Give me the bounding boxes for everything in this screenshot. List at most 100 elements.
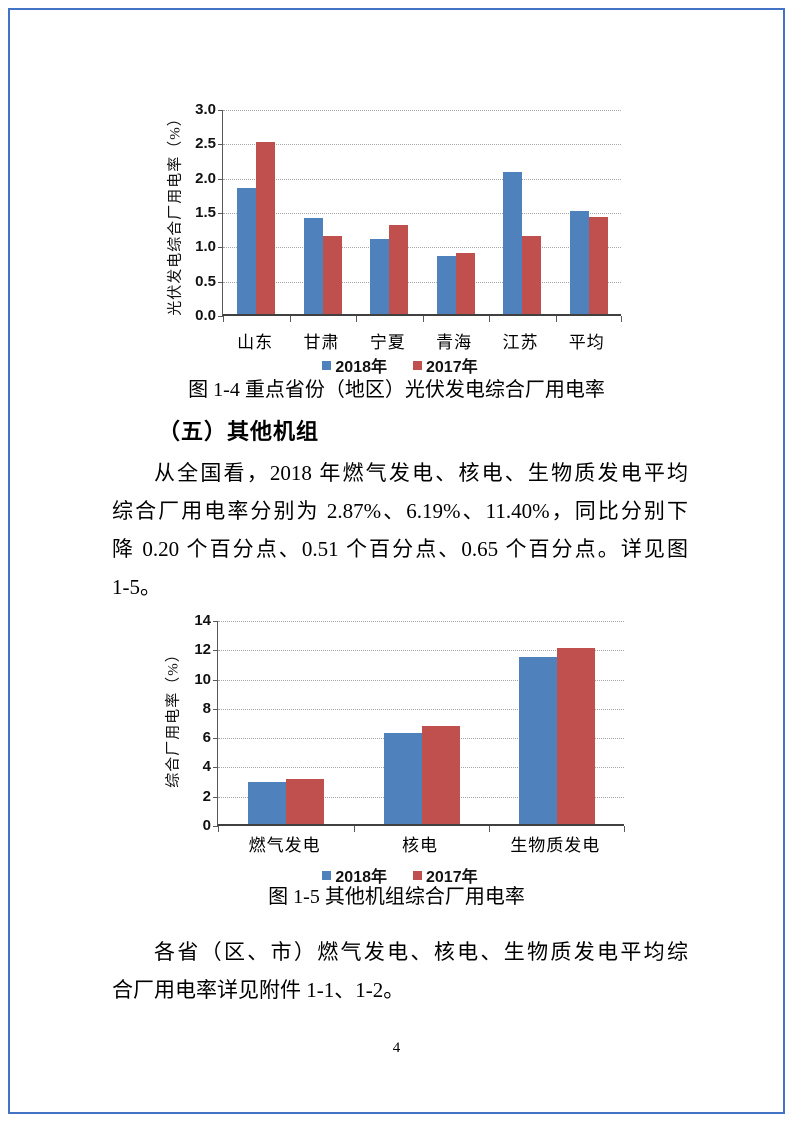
paragraph-national-overview: 从全国看，2018 年燃气发电、核电、生物质发电平均 综合厂用电率分别为 2.8… <box>112 454 688 606</box>
y-axis-tick-mark <box>213 826 218 827</box>
figure-1-5-chart: 综合厂用电率（%） 0 2 4 6 8 10 12 14 燃气发电 核电 生物质发电 2018年 2… <box>150 610 650 900</box>
x-axis-tick-mark <box>555 316 557 322</box>
bar-2018年-生物质发电 <box>519 657 558 824</box>
section-heading: （五）其他机组 <box>158 419 320 444</box>
x-axis-tick-mark <box>422 316 424 322</box>
x-axis-tick-mark <box>624 826 625 832</box>
bar-2018年-江苏 <box>503 171 523 314</box>
bar-2018年-宁夏 <box>370 239 390 314</box>
x-axis-tick-mark <box>223 316 224 322</box>
chart1-legend: 2018年 2017年 <box>150 353 650 377</box>
bar-2018年-燃气发电 <box>247 781 286 824</box>
x-category-label: 青海 <box>436 333 473 352</box>
y-tick-label: 3.0 <box>195 101 216 118</box>
x-category-label: 山东 <box>237 333 274 352</box>
y-tick-label: 0.0 <box>195 307 216 324</box>
gridline <box>223 110 621 111</box>
y-axis-tick-mark <box>213 679 218 681</box>
y-tick-label: 6 <box>202 729 211 747</box>
y-tick-label: 2.0 <box>195 169 216 187</box>
chart1-plot-area <box>218 110 622 322</box>
y-axis-tick-mark <box>218 144 223 146</box>
x-axis-tick-mark <box>218 826 219 832</box>
bar-2017年-平均 <box>588 216 608 314</box>
y-axis-tick-mark <box>213 796 218 798</box>
paragraph-line: 合厂用电率详见附件 1-1、1-2。 <box>112 978 405 1002</box>
legend-label: 2018年 <box>335 359 387 376</box>
x-category-label: 生物质发电 <box>510 836 601 855</box>
bar-2017年-江苏 <box>522 235 542 314</box>
y-tick-label: 2.5 <box>195 135 216 153</box>
bar-2018年-甘肃 <box>303 217 323 314</box>
x-axis-tick-mark <box>621 316 622 322</box>
y-tick-label: 1.0 <box>195 238 216 256</box>
chart1-y-axis-ticks: 0.0 0.5 1.0 1.5 2.0 2.5 3.0 <box>170 101 216 324</box>
legend-entry-2018年: 2018年 <box>322 863 387 887</box>
x-axis-tick-mark <box>489 316 490 322</box>
y-tick-label: 14 <box>194 612 211 629</box>
x-axis-tick-mark <box>353 826 355 832</box>
y-tick-label: 12 <box>194 641 211 659</box>
legend-label: 2017年 <box>426 869 478 886</box>
bar-2017年-燃气发电 <box>285 779 324 824</box>
x-axis-tick-mark <box>289 316 291 322</box>
y-axis-tick-mark <box>213 767 218 769</box>
gridline <box>218 679 624 681</box>
y-axis-tick-mark <box>218 316 223 317</box>
gridline <box>223 247 621 249</box>
y-tick-label: 4 <box>202 758 211 776</box>
figure-1-5-caption: 图 1-5 其他机组综合厂用电率 <box>268 886 525 908</box>
chart2-legend: 2018年 2017年 <box>150 863 650 887</box>
x-category-label: 平均 <box>568 333 605 352</box>
gridline <box>218 708 624 710</box>
y-tick-label: 0 <box>202 817 211 834</box>
y-tick-label: 1.5 <box>195 204 216 221</box>
y-axis-tick-mark <box>218 247 223 249</box>
x-category-label: 核电 <box>401 836 438 855</box>
y-tick-label: 0.5 <box>195 272 216 290</box>
legend-swatch-icon <box>413 360 422 370</box>
legend-entry-2017年: 2017年 <box>413 863 478 887</box>
x-category-label: 宁夏 <box>369 333 406 352</box>
figure-1-4-caption: 图 1-4 重点省份（地区）光伏发电综合厂用电率 <box>188 379 605 401</box>
y-tick-label: 10 <box>194 670 211 688</box>
chart1-x-axis-labels: 山东 甘肃 宁夏 青海 江苏 平均 <box>222 328 620 353</box>
y-tick-label: 8 <box>202 699 211 717</box>
bar-2018年-青海 <box>436 256 456 314</box>
bar-2017年-甘肃 <box>322 236 342 314</box>
bar-2017年-核电 <box>421 725 460 824</box>
bar-2017年-山东 <box>256 142 276 314</box>
y-axis-tick-mark <box>218 178 223 180</box>
figure-1-4-chart: 光伏发电综合厂用电率（%） 0.0 0.5 1.0 1.5 2.0 2.5 3.0 山东 甘肃… <box>150 95 650 385</box>
bar-2017年-青海 <box>455 252 475 314</box>
bar-2017年-宁夏 <box>389 224 409 314</box>
bar-2018年-平均 <box>569 211 589 314</box>
bar-2017年-生物质发电 <box>557 647 596 824</box>
chart2-x-axis-labels: 燃气发电 核电 生物质发电 <box>217 831 623 856</box>
x-axis-tick-mark <box>356 316 357 322</box>
paragraph-line: 从全国看，2018 年燃气发电、核电、生物质发电平均 <box>154 461 688 485</box>
paragraph-line: 各省（区、市）燃气发电、核电、生物质发电平均综 <box>154 940 688 964</box>
gridline <box>223 144 621 146</box>
y-axis-tick-mark <box>213 738 218 740</box>
gridline <box>223 178 621 180</box>
y-tick-label: 2 <box>202 787 211 805</box>
y-axis-tick-mark <box>218 281 223 283</box>
paragraph-line: 1-5。 <box>112 575 161 599</box>
legend-entry-2018年: 2018年 <box>322 353 387 377</box>
bar-2018年-山东 <box>237 187 257 314</box>
x-category-label: 江苏 <box>502 333 539 352</box>
legend-entry-2017年: 2017年 <box>413 353 478 377</box>
page-number: 4 <box>392 1040 401 1056</box>
chart2-plot-area <box>213 621 625 832</box>
x-category-label: 燃气发电 <box>248 836 321 855</box>
gridline <box>218 650 624 652</box>
legend-swatch-icon <box>322 870 332 880</box>
y-axis-tick-mark <box>213 621 218 622</box>
chart2-y-axis-ticks: 0 2 4 6 8 10 12 14 <box>165 612 211 834</box>
y-axis-tick-mark <box>213 650 218 652</box>
legend-swatch-icon <box>322 360 332 370</box>
x-axis-tick-mark <box>489 826 491 832</box>
gridline <box>218 621 624 622</box>
